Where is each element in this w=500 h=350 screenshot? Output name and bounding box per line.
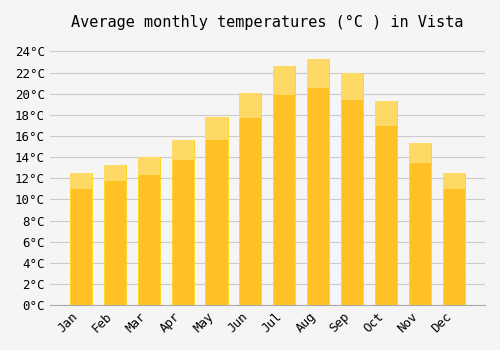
Bar xyxy=(104,164,126,181)
Bar xyxy=(342,72,363,305)
Bar xyxy=(172,140,194,305)
Bar xyxy=(308,59,330,89)
Bar xyxy=(375,101,398,305)
Bar xyxy=(409,144,432,163)
Title: Average monthly temperatures (°C ) in Vista: Average monthly temperatures (°C ) in Vi… xyxy=(71,15,464,30)
Bar xyxy=(138,157,160,175)
Bar xyxy=(206,117,228,140)
Bar xyxy=(138,157,160,305)
Bar xyxy=(443,173,465,189)
Bar xyxy=(240,93,262,305)
Bar xyxy=(409,144,432,305)
Bar xyxy=(240,93,262,118)
Bar xyxy=(308,59,330,305)
Bar xyxy=(70,173,92,189)
Bar xyxy=(443,173,465,305)
Bar xyxy=(274,66,295,95)
Bar xyxy=(375,101,398,126)
Bar xyxy=(342,72,363,100)
Bar xyxy=(206,117,228,305)
Bar xyxy=(104,164,126,305)
Bar xyxy=(172,140,194,160)
Bar xyxy=(70,173,92,305)
Bar xyxy=(274,66,295,305)
